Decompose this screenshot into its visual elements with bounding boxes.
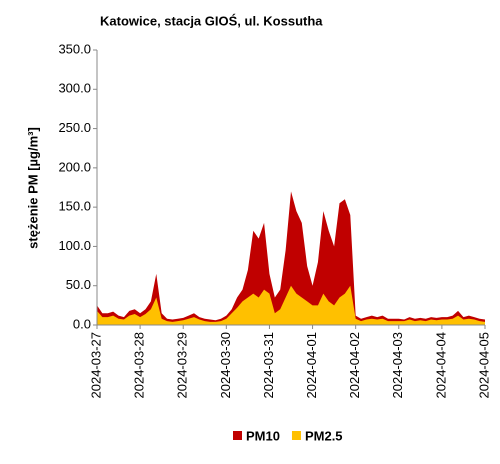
x-tick-label: 2024-04-05 [476, 332, 491, 399]
y-tick-label: 350.0 [58, 41, 91, 56]
legend-swatch [233, 431, 242, 440]
chart-title: Katowice, stacja GIOŚ, ul. Kossutha [100, 13, 323, 28]
legend-swatch [291, 431, 301, 440]
x-tick-label: 2024-03-30 [218, 332, 233, 399]
x-tick-label: 2024-03-27 [88, 332, 103, 399]
area [97, 191, 485, 325]
x-tick-label: 2024-03-28 [132, 332, 147, 399]
legend-label: PM10 [246, 428, 280, 443]
x-tick-label: 2024-04-04 [433, 332, 448, 399]
y-tick-label: 100.0 [58, 238, 91, 253]
y-tick-label: 300.0 [58, 81, 91, 96]
y-tick-label: 200.0 [58, 159, 91, 174]
y-tick-label: 50.0 [66, 277, 91, 292]
y-tick-label: 0.0 [73, 316, 91, 331]
x-tick-label: 2024-04-03 [390, 332, 405, 399]
x-tick-label: 2024-04-01 [304, 332, 319, 399]
y-axis-title: stężenie PM [µg/m³] [25, 127, 40, 249]
y-tick-label: 150.0 [58, 199, 91, 214]
x-tick-label: 2024-04-02 [347, 332, 362, 399]
x-tick-label: 2024-03-29 [175, 332, 190, 399]
legend-label: PM2.5 [305, 428, 343, 443]
area [97, 285, 485, 325]
y-tick-label: 250.0 [58, 120, 91, 135]
x-tick-label: 2024-03-31 [261, 332, 276, 399]
